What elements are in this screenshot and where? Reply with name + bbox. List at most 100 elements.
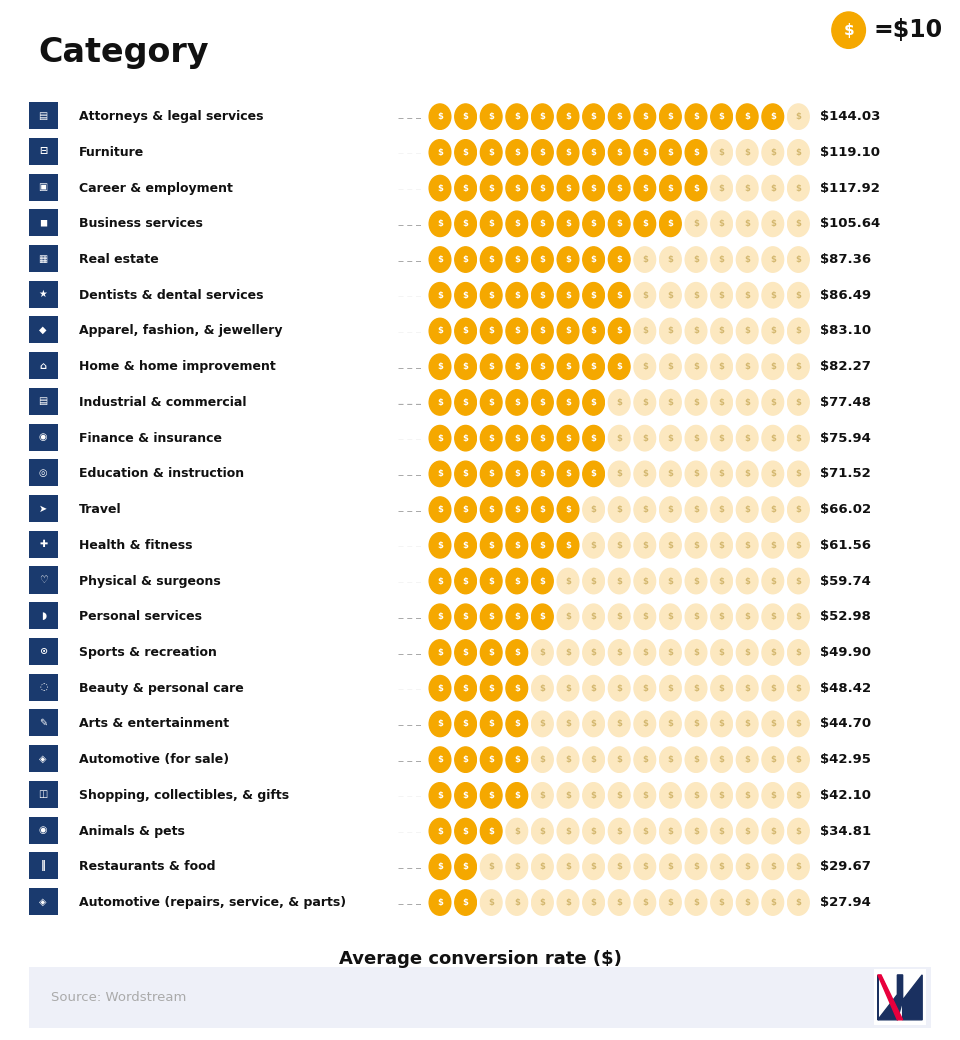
Text: $: $ — [642, 541, 648, 550]
Circle shape — [455, 640, 476, 666]
Circle shape — [787, 283, 809, 308]
Circle shape — [583, 568, 605, 594]
Text: $: $ — [514, 898, 519, 907]
Circle shape — [634, 532, 656, 558]
FancyBboxPatch shape — [27, 350, 59, 381]
Circle shape — [685, 890, 707, 915]
Text: $: $ — [770, 576, 776, 586]
Text: $: $ — [463, 291, 468, 300]
Text: $: $ — [770, 505, 776, 514]
Text: $: $ — [489, 827, 494, 835]
Circle shape — [710, 818, 732, 843]
Text: $: $ — [693, 683, 699, 693]
Circle shape — [710, 568, 732, 594]
Circle shape — [557, 104, 579, 129]
Circle shape — [660, 104, 682, 129]
Text: $: $ — [796, 148, 802, 157]
Text: $: $ — [463, 862, 468, 872]
Text: $: $ — [590, 505, 596, 514]
Text: ◫: ◫ — [38, 789, 48, 800]
Text: $: $ — [565, 327, 571, 336]
Text: $: $ — [744, 898, 750, 907]
Text: $: $ — [770, 112, 776, 122]
Circle shape — [787, 747, 809, 773]
Text: $: $ — [667, 862, 673, 872]
Circle shape — [506, 390, 528, 415]
Text: $: $ — [590, 469, 596, 478]
Circle shape — [787, 354, 809, 380]
Circle shape — [480, 211, 502, 236]
Circle shape — [787, 211, 809, 236]
Text: $: $ — [719, 291, 725, 300]
Circle shape — [506, 425, 528, 451]
Text: $: $ — [463, 898, 468, 907]
Circle shape — [506, 676, 528, 701]
Circle shape — [710, 604, 732, 629]
Text: Physical & surgeons: Physical & surgeons — [79, 574, 221, 588]
Text: $: $ — [590, 576, 596, 586]
Circle shape — [762, 283, 783, 308]
Circle shape — [506, 176, 528, 201]
Text: Real estate: Real estate — [79, 253, 158, 266]
Text: $: $ — [667, 613, 673, 621]
Circle shape — [506, 318, 528, 343]
Text: $: $ — [719, 148, 725, 157]
Circle shape — [736, 497, 758, 522]
Circle shape — [710, 176, 732, 201]
Circle shape — [762, 640, 783, 666]
Text: $27.94: $27.94 — [820, 896, 871, 909]
Text: $: $ — [540, 790, 545, 800]
Circle shape — [660, 354, 682, 380]
Circle shape — [634, 390, 656, 415]
Text: Finance & insurance: Finance & insurance — [79, 432, 222, 445]
Text: $: $ — [489, 648, 494, 657]
Text: $: $ — [590, 827, 596, 835]
Text: $: $ — [590, 219, 596, 229]
Text: $: $ — [437, 827, 443, 835]
Text: $: $ — [770, 434, 776, 443]
Text: $: $ — [719, 648, 725, 657]
Text: $: $ — [489, 184, 494, 192]
Text: $: $ — [514, 184, 519, 192]
Text: $: $ — [693, 613, 699, 621]
Circle shape — [455, 676, 476, 701]
Text: Automotive (repairs, service, & parts): Automotive (repairs, service, & parts) — [79, 896, 346, 909]
Circle shape — [710, 354, 732, 380]
Text: $: $ — [514, 219, 519, 229]
Circle shape — [532, 568, 553, 594]
Circle shape — [557, 604, 579, 629]
Circle shape — [609, 354, 630, 380]
Circle shape — [685, 711, 707, 736]
Circle shape — [429, 497, 451, 522]
Text: $: $ — [719, 827, 725, 835]
Circle shape — [532, 640, 553, 666]
Text: $: $ — [693, 862, 699, 872]
Text: Career & employment: Career & employment — [79, 182, 232, 194]
FancyBboxPatch shape — [27, 636, 59, 667]
Text: $: $ — [437, 184, 443, 192]
Text: $: $ — [642, 827, 648, 835]
Circle shape — [787, 604, 809, 629]
Text: $: $ — [616, 790, 622, 800]
Text: $: $ — [489, 112, 494, 122]
Text: $: $ — [796, 898, 802, 907]
Text: $: $ — [489, 398, 494, 407]
Circle shape — [634, 425, 656, 451]
Text: $: $ — [616, 505, 622, 514]
FancyBboxPatch shape — [27, 243, 59, 274]
Text: $: $ — [437, 720, 443, 728]
Circle shape — [506, 532, 528, 558]
Circle shape — [787, 783, 809, 808]
Circle shape — [506, 568, 528, 594]
Text: $: $ — [719, 362, 725, 371]
Text: $: $ — [770, 613, 776, 621]
Text: $: $ — [719, 898, 725, 907]
FancyBboxPatch shape — [2, 965, 958, 1030]
Text: $: $ — [693, 827, 699, 835]
Circle shape — [480, 246, 502, 272]
Text: ◗: ◗ — [40, 610, 46, 621]
Text: Attorneys & legal services: Attorneys & legal services — [79, 110, 263, 123]
Text: $: $ — [565, 720, 571, 728]
Text: $: $ — [796, 576, 802, 586]
Circle shape — [736, 818, 758, 843]
